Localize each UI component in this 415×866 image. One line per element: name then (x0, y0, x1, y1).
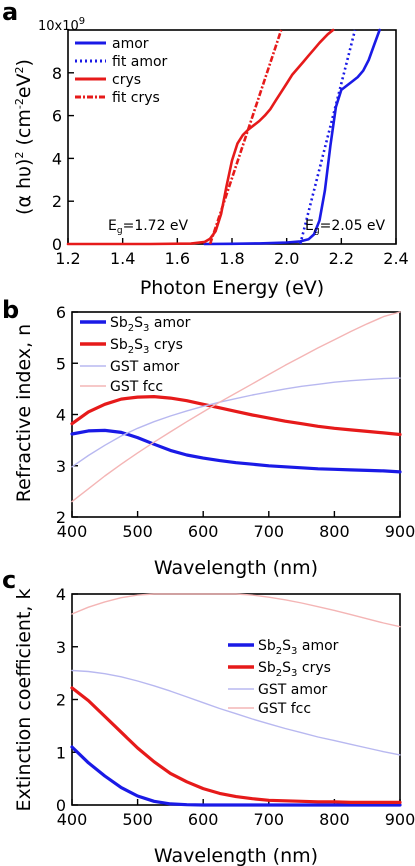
panel-letter: a (2, 0, 18, 26)
legend: Sb2S3 amor Sb2S3 crys GST amor GST fcc (228, 638, 339, 717)
legend-label-gst-fcc: GST fcc (110, 379, 163, 395)
y-tick-label: 3 (56, 638, 66, 657)
series-line-sb2s3-crys (70, 686, 402, 805)
y-tick-label: 2 (52, 192, 62, 211)
y-tick-label: 4 (56, 585, 66, 604)
panel-c: c 400 500 600 700 800 900 0 1 2 3 4 Wavelength (n… (2, 566, 415, 866)
y-ticks: 0 1 2 3 4 (56, 585, 78, 815)
legend-label-amor: amor (112, 36, 149, 52)
x-tick-label: 1.6 (165, 249, 190, 268)
series-line-amor (203, 28, 381, 246)
legend-label-fit-amor: fit amor (112, 54, 168, 70)
series-line-fit-amor (299, 29, 357, 245)
legend-label-sb2s3-amor: Sb2S3 amor (110, 315, 191, 334)
x-tick-label: 2.4 (383, 249, 408, 268)
series-group (70, 593, 402, 807)
x-axis-title: Wavelength (nm) (154, 845, 318, 866)
panel-letter: b (2, 296, 19, 324)
y-multiplier: 10x109 (38, 16, 85, 34)
y-tick-label: 0 (56, 796, 66, 815)
panel-a: a 1.2 1.4 1.6 1.8 2.0 2.2 2.4 0 2 4 6 8 10x109 Eg=… (2, 0, 409, 299)
legend-label-gst-amor: GST amor (110, 359, 180, 375)
series-group (66, 28, 381, 246)
legend-label-gst-fcc: GST fcc (258, 701, 311, 717)
x-tick-label: 500 (122, 522, 153, 541)
y-tick-label: 5 (56, 354, 66, 373)
bandgap-annotation-crys: Eg=1.72 eV (108, 218, 189, 236)
x-tick-label: 800 (319, 522, 350, 541)
x-ticks: 1.2 1.4 1.6 1.8 2.0 2.2 2.4 (55, 238, 409, 268)
y-ticks: 2 3 4 5 6 (56, 303, 78, 527)
y-tick-label: 1 (56, 743, 66, 762)
legend-label-sb2s3-crys: Sb2S3 crys (110, 337, 183, 356)
y-tick-label: 2 (56, 508, 66, 527)
series-line-gst-amor (71, 377, 401, 468)
y-ticks: 0 2 4 6 8 (52, 64, 74, 254)
legend: Sb2S3 amor Sb2S3 crys GST amor GST fcc (80, 315, 191, 395)
x-tick-label: 800 (319, 810, 350, 829)
x-tick-label: 600 (188, 810, 219, 829)
y-tick-label: 6 (52, 107, 62, 126)
legend-label-sb2s3-amor: Sb2S3 amor (258, 638, 339, 657)
series-line-gst-fcc (71, 311, 401, 503)
x-tick-label: 2.2 (329, 249, 354, 268)
x-tick-label: 500 (122, 810, 153, 829)
x-tick-label: 1.2 (55, 249, 80, 268)
legend-label-crys: crys (112, 72, 141, 88)
x-tick-label: 1.4 (110, 249, 135, 268)
x-axis-title: Photon Energy (eV) (140, 277, 324, 299)
series-line-gst-fcc (71, 593, 401, 628)
y-axis-title: (α hυ)2 (cm-2eV2) (13, 59, 35, 215)
x-tick-label: 400 (57, 810, 88, 829)
x-tick-label: 600 (188, 522, 219, 541)
panel-letter: c (2, 566, 16, 594)
x-axis-title: Wavelength (nm) (154, 557, 318, 579)
plot-frame (71, 593, 401, 806)
y-tick-label: 3 (56, 457, 66, 476)
y-axis-title: Extinction coefficient, k (13, 588, 35, 811)
x-tick-label: 700 (254, 522, 285, 541)
series-group (70, 311, 402, 503)
series-line-sb2s3-amor (70, 745, 402, 807)
x-tick-label: 900 (385, 522, 415, 541)
y-tick-label: 4 (52, 149, 62, 168)
legend-label-fit-crys: fit crys (112, 90, 160, 106)
x-tick-label: 900 (385, 810, 415, 829)
x-tick-label: 700 (254, 810, 285, 829)
series-line-gst-amor (71, 669, 401, 756)
x-tick-label: 2.0 (274, 249, 299, 268)
x-ticks: 400 500 600 700 800 900 (57, 799, 415, 829)
bandgap-annotation-amor: Eg=2.05 eV (305, 218, 386, 236)
legend-label-gst-amor: GST amor (258, 682, 328, 698)
series-line-fit-crys (208, 29, 283, 245)
y-tick-label: 0 (52, 235, 62, 254)
x-tick-label: 1.8 (219, 249, 244, 268)
x-tick-label: 400 (57, 522, 88, 541)
y-axis-title: Refractive index, n (13, 324, 35, 502)
y-tick-label: 8 (52, 64, 62, 83)
series-line-crys (66, 28, 335, 246)
y-tick-label: 4 (56, 406, 66, 425)
series-line-sb2s3-crys (70, 395, 402, 437)
y-tick-label: 6 (56, 303, 66, 322)
x-ticks: 400 500 600 700 800 900 (57, 511, 415, 541)
legend-label-sb2s3-crys: Sb2S3 crys (258, 660, 331, 679)
panel-b: b 400 500 600 700 800 900 2 3 4 5 6 Wavelength (n… (2, 296, 415, 579)
legend: amor fit amor crys fit crys (75, 36, 168, 106)
y-tick-label: 2 (56, 691, 66, 710)
